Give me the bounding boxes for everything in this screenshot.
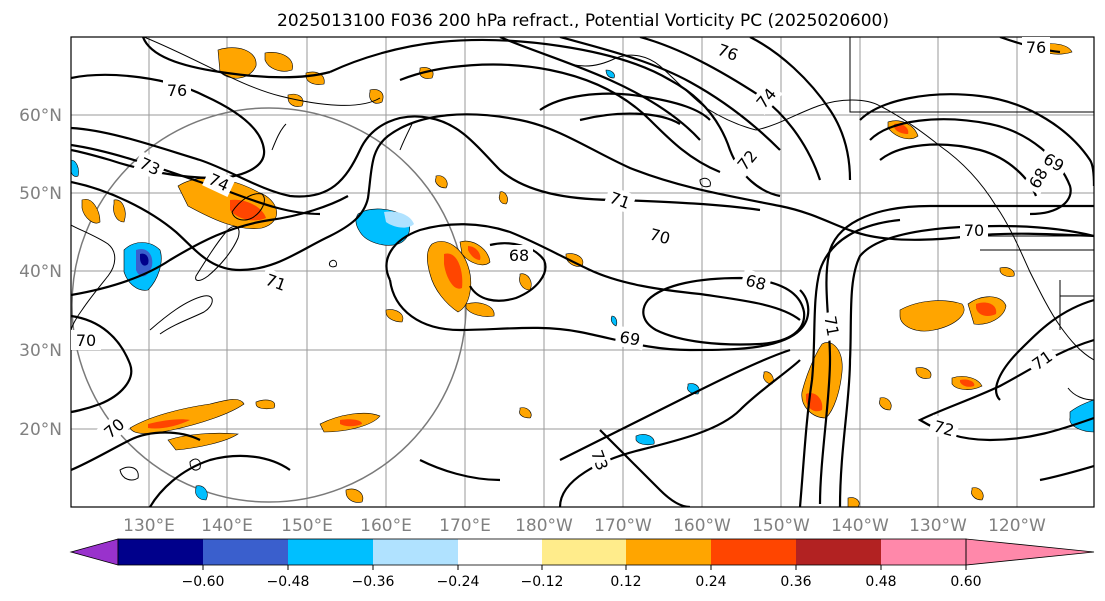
contour-label: 69	[618, 327, 641, 349]
contour-label: 70	[648, 225, 673, 249]
colorbar-segment	[796, 539, 881, 565]
colorbar-segment	[881, 539, 966, 565]
lon-label: 130°E	[123, 516, 175, 536]
lon-label: 170°W	[594, 516, 652, 536]
lon-label: 140°W	[831, 516, 889, 536]
contour-label: 76	[167, 81, 187, 100]
lon-label: 180°W	[515, 516, 573, 536]
colorbar-tick-label: −0.24	[437, 574, 480, 590]
figure-title: 2025013100 F036 200 hPa refract., Potent…	[277, 11, 889, 31]
lat-label: 30°N	[19, 341, 62, 361]
colorbar-tick-label: 0.12	[610, 574, 641, 590]
longitude-labels: 130°E 140°E 150°E 160°E 170°E 180°W 170°…	[123, 516, 1046, 536]
lon-label: 160°E	[360, 516, 412, 536]
map-frame	[70, 36, 1095, 508]
contour-label: 70	[76, 331, 96, 350]
lon-label: 130°W	[909, 516, 967, 536]
contour-label: 71	[820, 314, 842, 337]
colorbar-segment	[373, 539, 458, 565]
colorbar-ticks	[202, 565, 967, 570]
colorbar-segment	[118, 539, 203, 565]
colorbar-tick-label: 0.60	[950, 574, 981, 590]
contour-label: 68	[744, 271, 769, 295]
colorbar-segment	[288, 539, 373, 565]
colorbar-tick-label: 0.36	[780, 574, 811, 590]
colorbar-extend-high	[965, 538, 1095, 566]
lon-label: 150°W	[752, 516, 810, 536]
latitude-labels: 60°N 50°N 40°N 30°N 20°N	[19, 106, 62, 440]
lat-label: 40°N	[19, 262, 62, 282]
lon-label: 120°W	[988, 516, 1046, 536]
coastlines	[71, 37, 1094, 481]
contour-label: 76	[1026, 38, 1046, 57]
colorbar-tick-label: −0.48	[267, 574, 310, 590]
colorbar: −0.60 −0.48 −0.36 −0.24 −0.12 0.12 0.24 …	[69, 538, 1095, 590]
lat-label: 50°N	[19, 184, 62, 204]
colorbar-segment	[458, 539, 542, 565]
map-panel	[70, 36, 1095, 508]
lon-label: 140°E	[201, 516, 253, 536]
colorbar-tick-label: −0.36	[352, 574, 395, 590]
colorbar-segment	[542, 539, 626, 565]
lat-label: 60°N	[19, 106, 62, 126]
colorbar-tick-label: −0.12	[521, 574, 564, 590]
lon-label: 170°E	[439, 516, 491, 536]
lon-label: 160°W	[673, 516, 731, 536]
colorbar-segment	[626, 539, 711, 565]
contour-label: 70	[964, 221, 984, 240]
colorbar-tick-label: −0.60	[182, 574, 225, 590]
lon-label: 150°E	[281, 516, 333, 536]
colorbar-tick-label: 0.24	[695, 574, 726, 590]
colorbar-tick-label: 0.48	[865, 574, 896, 590]
colorbar-segment	[203, 539, 288, 565]
lat-label: 20°N	[19, 420, 62, 440]
colorbar-extend-low	[69, 538, 119, 566]
contour-label: 68	[509, 246, 529, 265]
colorbar-segment	[711, 539, 796, 565]
contour-label: 72	[932, 417, 957, 441]
